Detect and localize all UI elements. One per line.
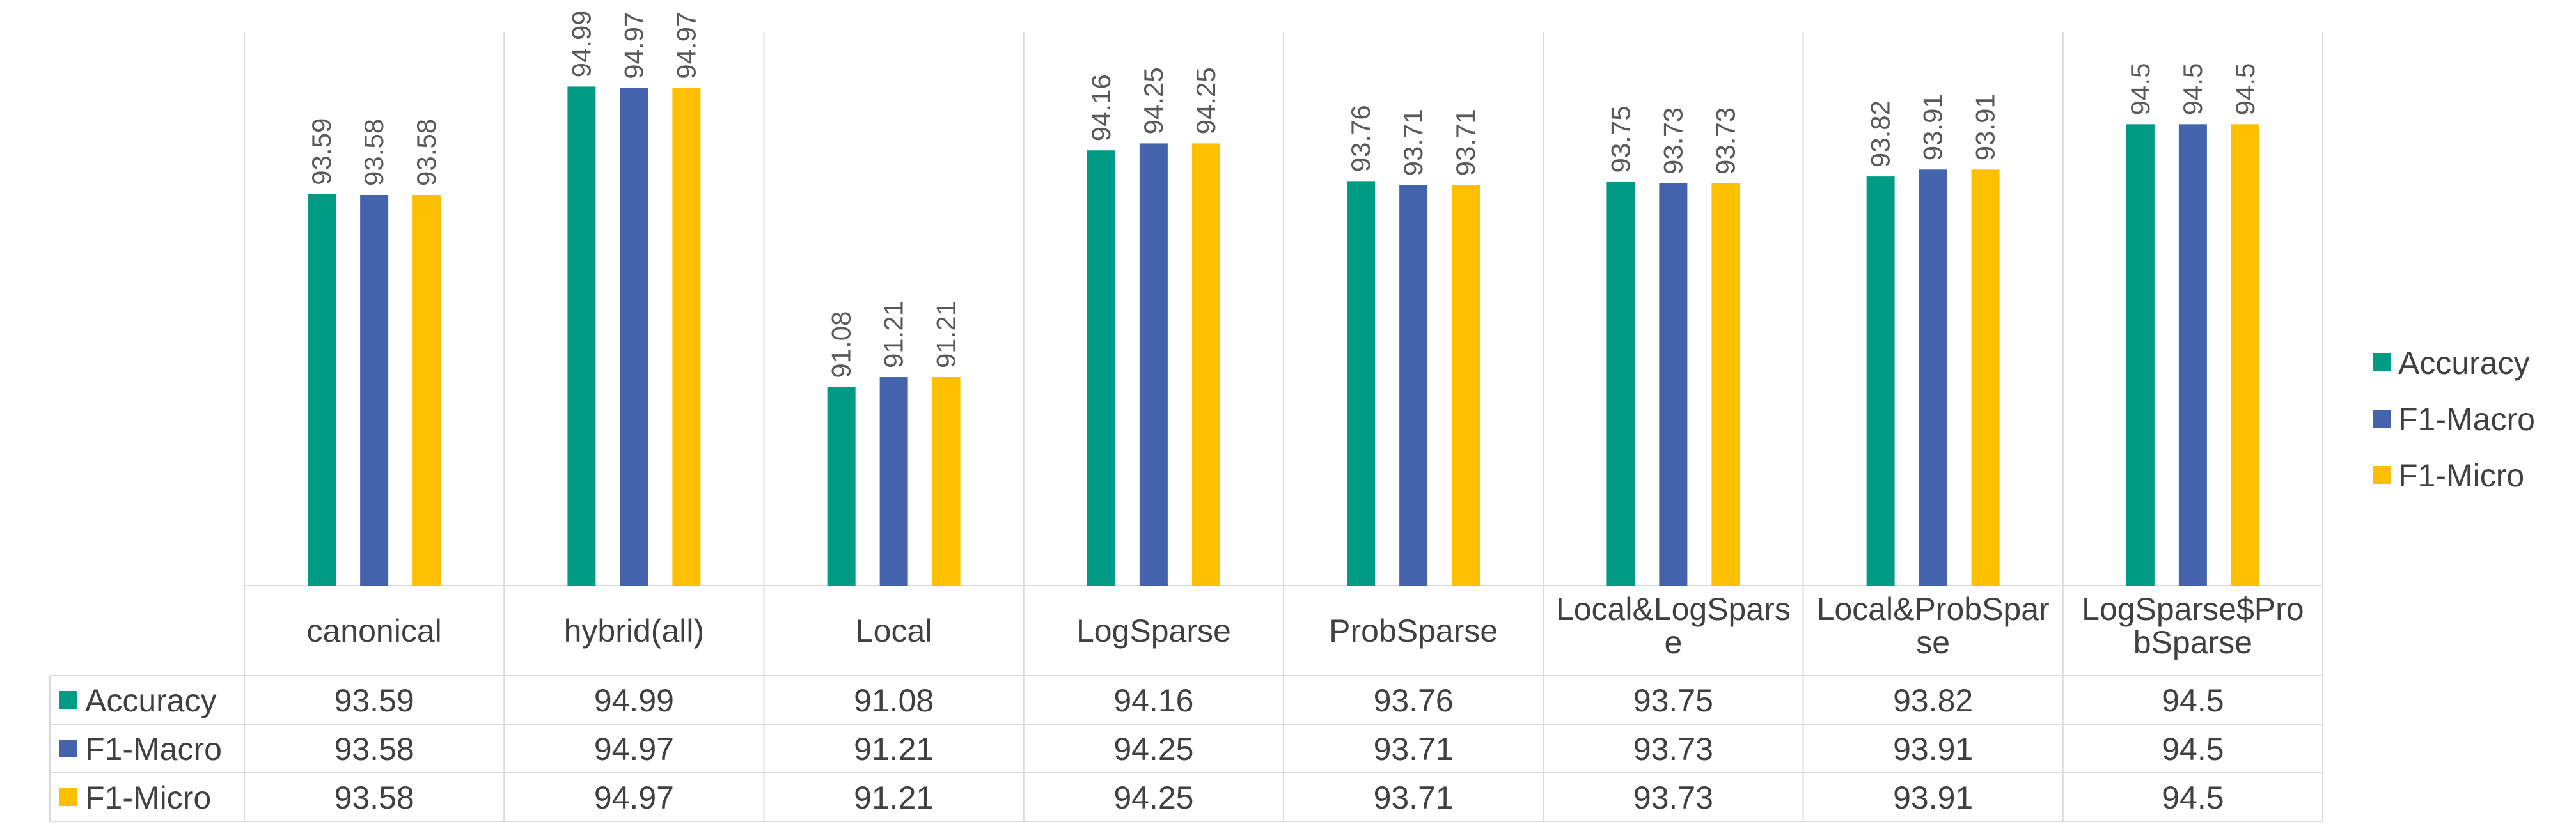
bar bbox=[2178, 124, 2207, 586]
data-label: 93.76 bbox=[1346, 105, 1376, 172]
table-series-name: F1-Micro bbox=[85, 780, 211, 816]
bar bbox=[1191, 143, 1220, 586]
table-cell-value: 93.58 bbox=[334, 731, 414, 767]
table-cell-value: 94.5 bbox=[2162, 731, 2224, 767]
data-label: 94.25 bbox=[1138, 67, 1168, 134]
bar bbox=[1659, 183, 1688, 586]
table-cell-value: 93.75 bbox=[1633, 683, 1713, 718]
legend: Accuracy F1-Macro F1-Micro bbox=[2373, 345, 2535, 493]
category-label: hybrid(all) bbox=[564, 613, 705, 649]
bar bbox=[620, 88, 648, 586]
category-label: ProbSparse bbox=[1329, 613, 1498, 649]
bar bbox=[879, 377, 908, 586]
data-labels-group: 93.59 93.58 93.58 94.99 94.97 94.97 91.08 91.21… bbox=[306, 10, 2260, 378]
table-cell-value: 94.5 bbox=[2162, 780, 2224, 816]
bar bbox=[1919, 169, 1947, 586]
bar bbox=[2126, 124, 2155, 586]
bar bbox=[360, 194, 389, 586]
table-cell-value: 94.25 bbox=[1113, 731, 1193, 767]
table-cell-value: 93.82 bbox=[1893, 683, 1973, 718]
legend-swatch bbox=[2373, 466, 2391, 484]
table-cell-value: 93.59 bbox=[334, 683, 414, 718]
data-label: 93.58 bbox=[359, 119, 389, 186]
table-series-name: Accuracy bbox=[85, 683, 217, 718]
bar bbox=[1606, 182, 1635, 586]
data-label: 93.75 bbox=[1605, 105, 1635, 173]
category-label: Local&ProbSpar se bbox=[1817, 591, 2050, 660]
data-label: 91.08 bbox=[826, 311, 856, 378]
data-label: 91.21 bbox=[879, 301, 909, 368]
legend-label: Accuracy bbox=[2398, 345, 2530, 381]
legend-label: F1-Macro bbox=[2398, 401, 2535, 437]
data-label: 94.5 bbox=[2125, 63, 2155, 116]
category-label: LogSparse bbox=[1076, 613, 1231, 649]
data-label: 94.5 bbox=[2230, 63, 2260, 116]
data-label: 93.73 bbox=[1658, 107, 1688, 175]
bar bbox=[672, 88, 701, 586]
bar bbox=[1971, 169, 2000, 586]
table-cell-value: 93.71 bbox=[1374, 780, 1454, 816]
bar bbox=[1866, 176, 1895, 586]
bar bbox=[412, 194, 441, 586]
data-label: 93.58 bbox=[411, 119, 441, 186]
table-cell-value: 91.08 bbox=[854, 683, 934, 718]
data-label: 94.25 bbox=[1191, 67, 1221, 134]
table-cell-value: 93.73 bbox=[1633, 731, 1713, 767]
data-label: 93.91 bbox=[1918, 93, 1948, 160]
data-label: 93.59 bbox=[306, 118, 336, 185]
bar bbox=[2231, 124, 2259, 586]
category-label: LogSparse$Pro bSparse bbox=[2082, 591, 2304, 660]
table-cell-value: 91.21 bbox=[854, 780, 934, 816]
plot-frame bbox=[244, 32, 2323, 586]
table-cell-value: 94.25 bbox=[1113, 780, 1193, 816]
category-label: Local bbox=[856, 613, 932, 649]
legend-swatch bbox=[2373, 410, 2391, 428]
bar bbox=[1347, 181, 1376, 586]
data-label: 91.21 bbox=[931, 301, 961, 368]
table-cell-value: 93.71 bbox=[1374, 731, 1454, 767]
data-label: 94.16 bbox=[1086, 74, 1116, 141]
bar bbox=[932, 377, 961, 586]
data-label: 93.73 bbox=[1710, 107, 1740, 175]
table-cell-value: 94.97 bbox=[594, 731, 674, 767]
bar bbox=[827, 387, 856, 586]
data-label: 94.99 bbox=[566, 10, 596, 77]
category-label: Local&LogSpars e bbox=[1556, 591, 1791, 660]
bar bbox=[1711, 183, 1740, 586]
table-series-name: F1-Macro bbox=[85, 731, 222, 767]
table-cell-value: 93.58 bbox=[334, 780, 414, 816]
table-cell-value: 93.91 bbox=[1893, 780, 1973, 816]
bar bbox=[308, 194, 336, 586]
table-legend-key bbox=[59, 691, 77, 709]
data-label: 93.71 bbox=[1398, 109, 1428, 176]
bar bbox=[567, 86, 596, 586]
category-label: canonical bbox=[306, 613, 441, 649]
bars-group bbox=[308, 86, 2259, 586]
data-label: 94.97 bbox=[671, 12, 701, 79]
table-cell-value: 94.16 bbox=[1113, 683, 1193, 718]
data-label: 94.97 bbox=[618, 12, 648, 79]
table-legend-key bbox=[59, 788, 77, 806]
table-legend-key bbox=[59, 740, 77, 757]
table-cell-value: 93.76 bbox=[1374, 683, 1454, 718]
table-cell-value: 94.99 bbox=[594, 683, 674, 718]
data-label: 93.82 bbox=[1865, 100, 1896, 167]
table-cell-value: 91.21 bbox=[854, 731, 934, 767]
data-label: 93.71 bbox=[1450, 109, 1480, 176]
bar bbox=[1139, 143, 1168, 586]
data-label: 93.91 bbox=[1970, 93, 2000, 160]
bar bbox=[1399, 185, 1428, 586]
legend-swatch bbox=[2373, 353, 2391, 371]
bar bbox=[1452, 185, 1480, 586]
table-cell-value: 94.5 bbox=[2162, 683, 2224, 718]
table-cell-value: 93.91 bbox=[1893, 731, 1973, 767]
data-label: 94.5 bbox=[2178, 63, 2208, 116]
legend-label: F1-Micro bbox=[2398, 458, 2524, 493]
bar bbox=[1087, 150, 1115, 586]
table-cell-value: 93.73 bbox=[1633, 780, 1713, 816]
table-cell-value: 94.97 bbox=[594, 780, 674, 816]
data-table: canonical hybrid(all) Local LogSparse ProbSp… bbox=[49, 586, 2323, 822]
